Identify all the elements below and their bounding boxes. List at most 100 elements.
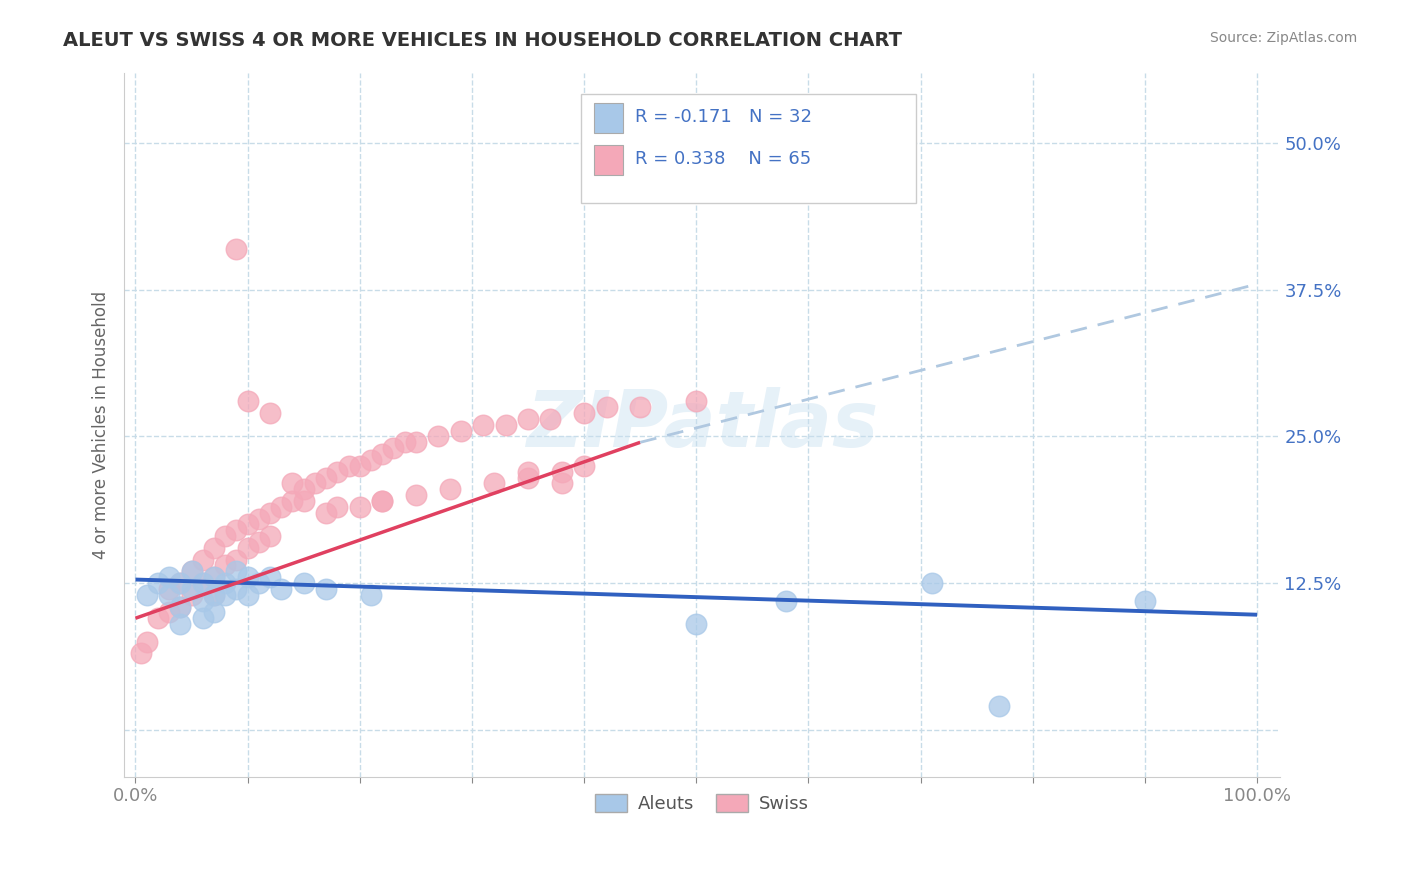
Point (405, 488, 427, 502)
Point (259, 506, 281, 520)
Point (270, 500, 292, 514)
Point (135, 634, 157, 648)
Point (202, 570, 225, 584)
Point (214, 588, 236, 602)
Point (169, 576, 191, 591)
Point (360, 588, 382, 602)
Point (259, 570, 281, 584)
Point (394, 435, 416, 450)
Point (484, 476, 506, 491)
Legend: Aleuts, Swiss: Aleuts, Swiss (588, 787, 817, 821)
Point (472, 417, 495, 432)
Point (247, 511, 270, 525)
Point (236, 394, 259, 409)
Point (371, 494, 394, 508)
Point (157, 570, 180, 584)
Point (236, 588, 259, 602)
Point (146, 611, 169, 625)
Point (157, 588, 180, 602)
Point (135, 588, 157, 602)
Point (157, 582, 180, 596)
Text: ALEUT VS SWISS 4 OR MORE VEHICLES IN HOUSEHOLD CORRELATION CHART: ALEUT VS SWISS 4 OR MORE VEHICLES IN HOU… (63, 31, 903, 50)
Point (247, 576, 270, 591)
Point (427, 429, 450, 443)
Point (517, 465, 540, 479)
Point (270, 582, 292, 596)
Point (349, 500, 371, 514)
Point (292, 576, 315, 591)
Point (349, 458, 371, 473)
Point (292, 482, 315, 496)
Point (180, 582, 202, 596)
Bar (595, 103, 623, 133)
Point (236, 541, 259, 555)
Point (550, 465, 572, 479)
Point (259, 529, 281, 543)
Point (169, 576, 191, 591)
Point (157, 606, 180, 620)
Point (921, 576, 943, 591)
Point (191, 576, 214, 591)
Point (439, 482, 461, 496)
Point (191, 593, 214, 607)
Point (1133, 593, 1156, 607)
Point (337, 458, 360, 473)
Point (191, 552, 214, 566)
Point (550, 476, 572, 491)
Text: Source: ZipAtlas.com: Source: ZipAtlas.com (1209, 31, 1357, 45)
Point (225, 242, 247, 256)
Point (191, 611, 214, 625)
Point (326, 500, 349, 514)
Point (169, 599, 191, 614)
Text: ZIPatlas: ZIPatlas (526, 387, 877, 463)
Point (169, 599, 191, 614)
Point (495, 417, 517, 432)
Point (202, 588, 225, 602)
Point (202, 541, 225, 555)
Point (236, 570, 259, 584)
Point (292, 494, 315, 508)
Point (281, 476, 304, 491)
Point (180, 565, 202, 579)
Point (225, 523, 247, 537)
Point (214, 529, 236, 543)
Point (540, 412, 562, 426)
Text: R = 0.338    N = 65: R = 0.338 N = 65 (636, 150, 811, 168)
Point (360, 453, 382, 467)
Point (225, 552, 247, 566)
Point (281, 494, 304, 508)
Point (146, 576, 169, 591)
FancyBboxPatch shape (581, 94, 915, 203)
Point (191, 576, 214, 591)
Bar (595, 145, 623, 175)
Point (775, 593, 797, 607)
Point (315, 470, 337, 484)
Point (202, 570, 225, 584)
Point (450, 424, 472, 438)
Point (304, 476, 326, 491)
Point (595, 400, 617, 414)
Point (225, 582, 247, 596)
Point (259, 406, 281, 420)
Point (382, 441, 405, 455)
Point (236, 517, 259, 532)
Y-axis label: 4 or more Vehicles in Household: 4 or more Vehicles in Household (93, 291, 110, 558)
Point (371, 494, 394, 508)
Point (326, 465, 349, 479)
Point (129, 647, 152, 661)
Point (214, 576, 236, 591)
Point (225, 565, 247, 579)
Point (572, 406, 595, 420)
Point (214, 558, 236, 573)
Point (405, 435, 427, 450)
Point (685, 617, 707, 632)
Point (628, 400, 651, 414)
Point (517, 412, 540, 426)
Point (371, 447, 394, 461)
Point (180, 588, 202, 602)
Point (315, 506, 337, 520)
Point (988, 699, 1011, 714)
Point (169, 617, 191, 632)
Point (517, 470, 540, 484)
Point (315, 582, 337, 596)
